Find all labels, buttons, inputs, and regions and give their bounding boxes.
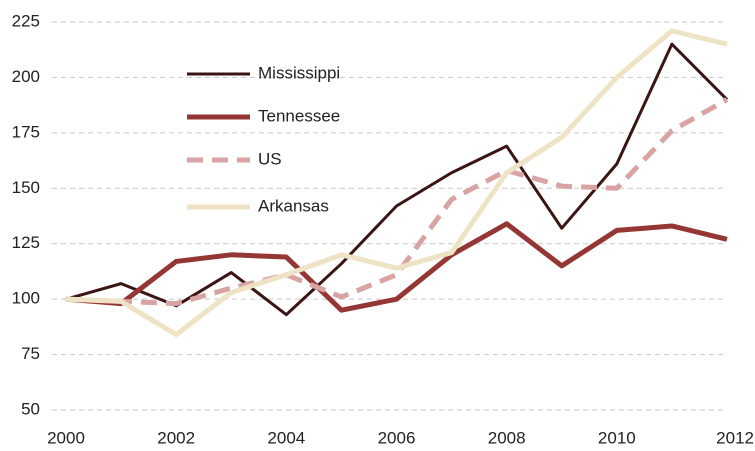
y-tick-label: 100 xyxy=(12,289,40,308)
series-line xyxy=(65,28,728,338)
legend-label: Mississippi xyxy=(258,63,340,82)
legend-label: Arkansas xyxy=(258,196,329,215)
x-tick-label: 2010 xyxy=(598,428,636,447)
series-line xyxy=(65,221,728,313)
y-tick-label: 175 xyxy=(12,122,40,141)
series-line xyxy=(65,42,729,317)
x-tick-label: 2008 xyxy=(488,428,526,447)
x-tick-label: 2004 xyxy=(267,428,305,447)
x-tick-label: 2002 xyxy=(157,428,195,447)
y-tick-label: 75 xyxy=(21,344,40,363)
x-tick-label: 2012 xyxy=(716,428,754,447)
legend-label: US xyxy=(258,149,282,168)
y-tick-label: 50 xyxy=(21,399,40,418)
series-line xyxy=(65,97,729,307)
y-tick-label: 200 xyxy=(12,67,40,86)
x-tick-label: 2000 xyxy=(47,428,85,447)
y-tick-label: 225 xyxy=(12,11,40,30)
legend-label: Tennessee xyxy=(258,106,340,125)
y-tick-label: 125 xyxy=(12,233,40,252)
y-tick-label: 150 xyxy=(12,178,40,197)
x-tick-label: 2006 xyxy=(378,428,416,447)
